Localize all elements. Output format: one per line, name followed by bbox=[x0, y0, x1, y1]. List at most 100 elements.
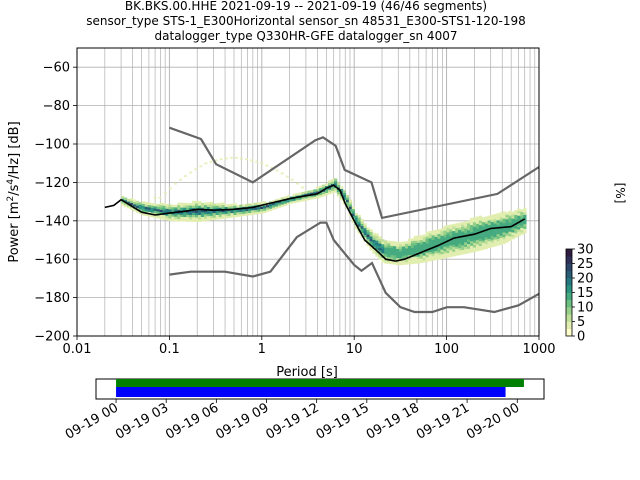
density-cell bbox=[206, 202, 211, 205]
density-cell bbox=[410, 247, 415, 251]
density-cell bbox=[484, 230, 489, 233]
density-cell bbox=[174, 204, 178, 208]
density-cell bbox=[470, 222, 474, 226]
density-cell bbox=[467, 223, 471, 226]
density-cell bbox=[212, 210, 216, 214]
density-cell bbox=[449, 231, 453, 234]
density-cell bbox=[212, 205, 216, 209]
density-cell bbox=[313, 189, 317, 192]
density-cell bbox=[159, 202, 163, 206]
density-cell bbox=[478, 222, 483, 226]
density-cell bbox=[520, 209, 524, 212]
density-cell bbox=[270, 167, 274, 170]
density-cell bbox=[195, 212, 199, 216]
density-cell bbox=[387, 261, 391, 264]
density-cell bbox=[357, 219, 361, 223]
density-cell bbox=[478, 248, 483, 251]
density-cell bbox=[342, 190, 347, 193]
density-cell bbox=[307, 192, 311, 196]
density-cell bbox=[156, 215, 160, 219]
density-cell bbox=[215, 214, 219, 218]
density-cell bbox=[357, 221, 361, 225]
density-cell bbox=[339, 195, 344, 199]
density-cell bbox=[508, 217, 512, 221]
density-cell bbox=[203, 211, 208, 215]
density-cell bbox=[189, 212, 193, 215]
density-cell bbox=[434, 250, 438, 254]
density-cell bbox=[455, 250, 459, 254]
density-cell bbox=[402, 260, 406, 263]
density-cell bbox=[422, 236, 426, 240]
density-cell bbox=[449, 252, 453, 255]
density-cell bbox=[399, 255, 403, 259]
density-cell bbox=[248, 208, 252, 211]
density-cell bbox=[443, 244, 447, 247]
density-cell bbox=[248, 210, 252, 213]
density-cell bbox=[351, 213, 355, 216]
y-label-sup-1: 2 bbox=[6, 196, 16, 202]
density-cell bbox=[437, 238, 441, 241]
density-cell bbox=[375, 242, 379, 246]
density-cell bbox=[366, 236, 370, 240]
density-cell bbox=[490, 240, 494, 243]
density-cell bbox=[396, 248, 400, 252]
density-cell bbox=[230, 203, 234, 207]
density-cell bbox=[413, 235, 418, 239]
density-cell bbox=[147, 204, 151, 208]
density-cell bbox=[484, 218, 489, 222]
density-cell bbox=[490, 219, 494, 222]
density-cell bbox=[390, 241, 394, 244]
density-cell bbox=[484, 234, 489, 238]
density-cell bbox=[178, 178, 182, 181]
density-cell bbox=[298, 199, 302, 202]
density-cell bbox=[298, 197, 302, 200]
density-cell bbox=[452, 226, 456, 229]
density-cell bbox=[168, 216, 172, 219]
density-cell bbox=[254, 207, 258, 210]
density-cell bbox=[363, 234, 367, 238]
density-cell bbox=[472, 221, 477, 225]
density-cell bbox=[487, 231, 491, 235]
density-cell bbox=[523, 226, 527, 229]
density-cell bbox=[224, 211, 228, 214]
density-cell bbox=[251, 210, 255, 213]
density-cell bbox=[404, 248, 409, 251]
density-cell bbox=[490, 230, 494, 234]
density-cell bbox=[464, 228, 468, 231]
x-tick-label: 0.01 bbox=[63, 342, 92, 357]
density-cell bbox=[177, 216, 181, 220]
y-tick-label: −140 bbox=[34, 214, 70, 229]
density-cell bbox=[248, 203, 252, 207]
density-cell bbox=[478, 224, 483, 228]
density-cell bbox=[428, 249, 432, 253]
y-label-sup-2: 4 bbox=[6, 179, 16, 185]
density-cell bbox=[437, 245, 441, 248]
density-cell bbox=[189, 207, 193, 211]
density-cell bbox=[195, 214, 199, 218]
density-cell bbox=[174, 218, 178, 222]
density-cell bbox=[475, 216, 480, 220]
density-cell bbox=[245, 203, 249, 207]
density-cell bbox=[198, 203, 202, 206]
density-cell bbox=[366, 232, 370, 235]
density-cell bbox=[502, 213, 506, 217]
density-cell bbox=[496, 213, 500, 216]
density-cell bbox=[419, 235, 423, 238]
density-cell bbox=[419, 239, 423, 243]
density-cell bbox=[206, 215, 211, 219]
colorbar-segment bbox=[566, 249, 572, 257]
density-cell bbox=[484, 221, 489, 224]
density-cell bbox=[360, 221, 364, 224]
density-cell bbox=[434, 232, 438, 235]
density-cell bbox=[505, 233, 509, 236]
density-cell bbox=[230, 212, 234, 216]
density-cell bbox=[218, 202, 222, 206]
density-cell bbox=[230, 205, 234, 209]
density-cell bbox=[493, 243, 497, 247]
density-cell bbox=[138, 202, 143, 205]
density-cell bbox=[268, 203, 273, 207]
density-cell bbox=[434, 252, 438, 256]
density-cell bbox=[520, 216, 524, 219]
density-cell bbox=[393, 257, 397, 260]
density-cell bbox=[487, 222, 491, 226]
